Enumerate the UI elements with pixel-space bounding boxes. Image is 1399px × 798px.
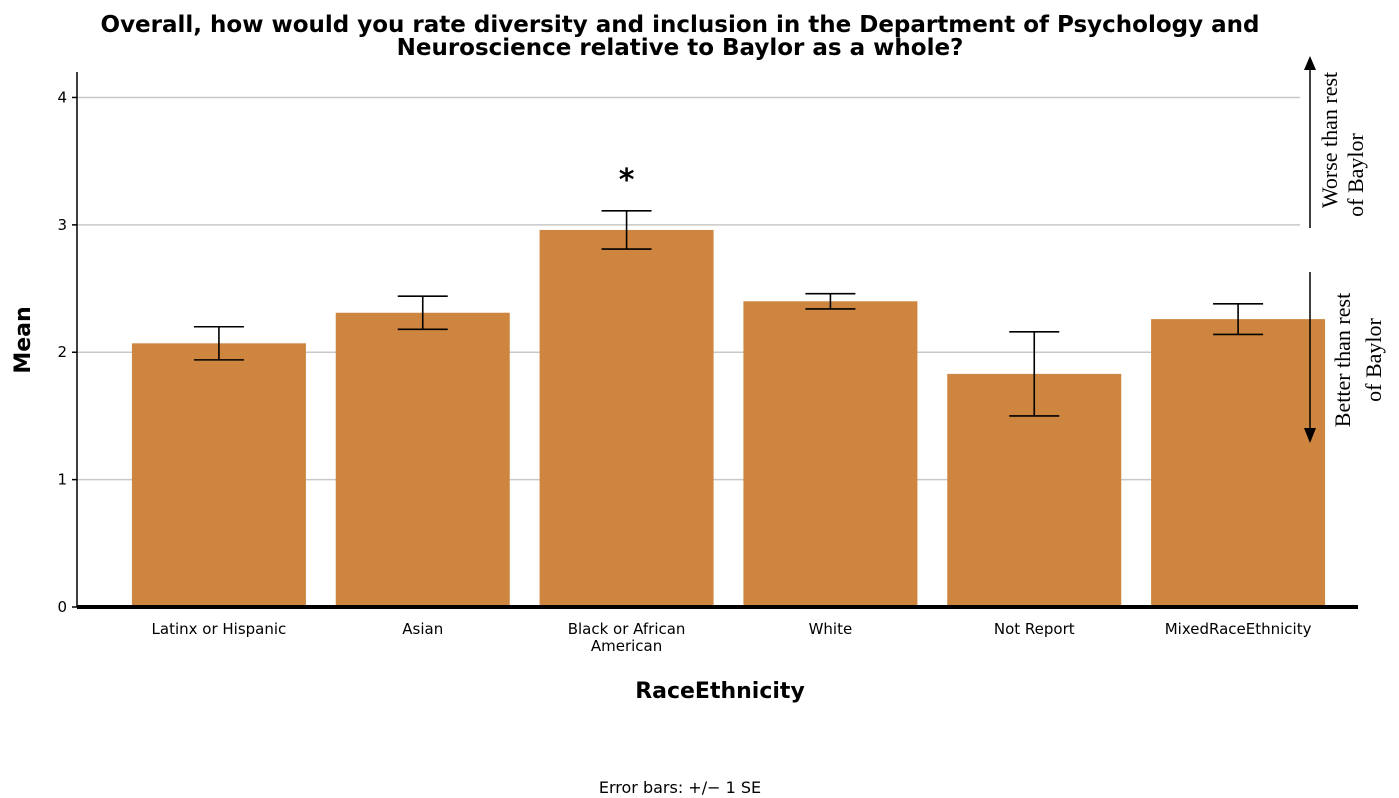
bar xyxy=(743,301,918,607)
better-note-line-2: of Baylor xyxy=(1361,317,1386,401)
chart-title-line-1: Overall, how would you rate diversity an… xyxy=(101,12,1260,38)
worse-note-line-1: Worse than rest xyxy=(1317,72,1342,208)
x-category-labels: Latinx or Hispanic Asian Black or AfricanA… xyxy=(152,620,1312,655)
worse-note-line-2: of Baylor xyxy=(1343,132,1368,216)
error-bars-footnote: Error bars: +/− 1 SE xyxy=(599,778,761,797)
x-category-label: Asian xyxy=(402,620,443,638)
bar xyxy=(539,229,714,607)
y-tick-label: 0 xyxy=(57,598,67,616)
axes-layer xyxy=(76,72,1358,609)
y-tick-labels: 0 1 2 3 4 xyxy=(57,88,77,616)
chart-title-line-2: Neuroscience relative to Baylor as a who… xyxy=(397,35,964,61)
down-arrow-icon xyxy=(1304,428,1316,443)
better-note-line-1: Better than rest xyxy=(1330,293,1355,427)
up-arrow-icon xyxy=(1304,56,1316,70)
bar xyxy=(131,343,306,607)
error-bars-layer xyxy=(193,210,1264,417)
x-category-label: White xyxy=(809,620,853,638)
x-category-label: Black or African xyxy=(568,620,686,638)
x-category-label: MixedRaceEthnicity xyxy=(1165,620,1312,638)
x-category-label: Not Report xyxy=(994,620,1075,638)
x-axis-title: RaceEthnicity xyxy=(635,679,805,704)
x-category-label: Latinx or Hispanic xyxy=(152,620,287,638)
bar xyxy=(1151,319,1326,607)
y-tick-label: 2 xyxy=(57,343,67,361)
bars-layer xyxy=(131,229,1326,607)
y-tick-label: 4 xyxy=(57,88,67,106)
x-category-label: American xyxy=(591,637,662,655)
bar xyxy=(335,312,510,607)
significance-asterisk: * xyxy=(619,163,635,198)
y-tick-label: 1 xyxy=(57,471,67,489)
y-axis-title: Mean xyxy=(11,306,36,373)
y-tick-label: 3 xyxy=(57,216,67,234)
